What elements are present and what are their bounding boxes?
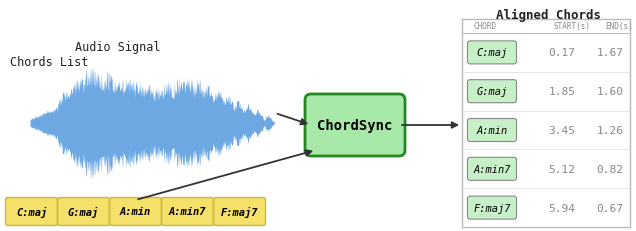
FancyBboxPatch shape: [109, 198, 162, 225]
Text: A:min: A:min: [476, 125, 508, 135]
Text: F:maj7: F:maj7: [221, 206, 258, 217]
Text: 1.67: 1.67: [597, 48, 623, 58]
FancyBboxPatch shape: [467, 80, 516, 103]
Text: A:min7: A:min7: [473, 164, 511, 174]
FancyBboxPatch shape: [57, 198, 109, 225]
Text: A:min7: A:min7: [169, 207, 206, 217]
Text: Chords List: Chords List: [10, 56, 88, 69]
FancyBboxPatch shape: [467, 196, 516, 219]
FancyBboxPatch shape: [467, 119, 516, 142]
Text: CHORD: CHORD: [474, 22, 497, 31]
Text: A:min: A:min: [120, 207, 151, 217]
Text: 1.60: 1.60: [597, 87, 623, 97]
Text: Audio Signal: Audio Signal: [75, 41, 160, 54]
Text: 0.17: 0.17: [548, 48, 576, 58]
Text: Aligned Chords: Aligned Chords: [497, 9, 602, 22]
Text: C:maj: C:maj: [476, 48, 508, 58]
Text: 1.26: 1.26: [597, 125, 623, 135]
Text: G:maj: G:maj: [476, 87, 508, 97]
Text: 5.94: 5.94: [548, 203, 576, 213]
Text: 1.85: 1.85: [548, 87, 576, 97]
Text: G:maj: G:maj: [68, 206, 99, 217]
FancyBboxPatch shape: [214, 198, 265, 225]
Text: 0.82: 0.82: [597, 164, 623, 174]
FancyBboxPatch shape: [467, 158, 516, 180]
Text: END(s): END(s): [605, 22, 633, 31]
FancyBboxPatch shape: [6, 198, 57, 225]
FancyBboxPatch shape: [467, 42, 516, 65]
Text: F:maj7: F:maj7: [473, 203, 511, 213]
Text: 3.45: 3.45: [548, 125, 576, 135]
Text: C:maj: C:maj: [16, 206, 47, 217]
FancyBboxPatch shape: [162, 198, 214, 225]
Text: 5.12: 5.12: [548, 164, 576, 174]
Text: ChordSync: ChordSync: [317, 119, 392, 132]
FancyBboxPatch shape: [305, 94, 405, 156]
Text: 0.67: 0.67: [597, 203, 623, 213]
Text: START(s): START(s): [554, 22, 591, 31]
